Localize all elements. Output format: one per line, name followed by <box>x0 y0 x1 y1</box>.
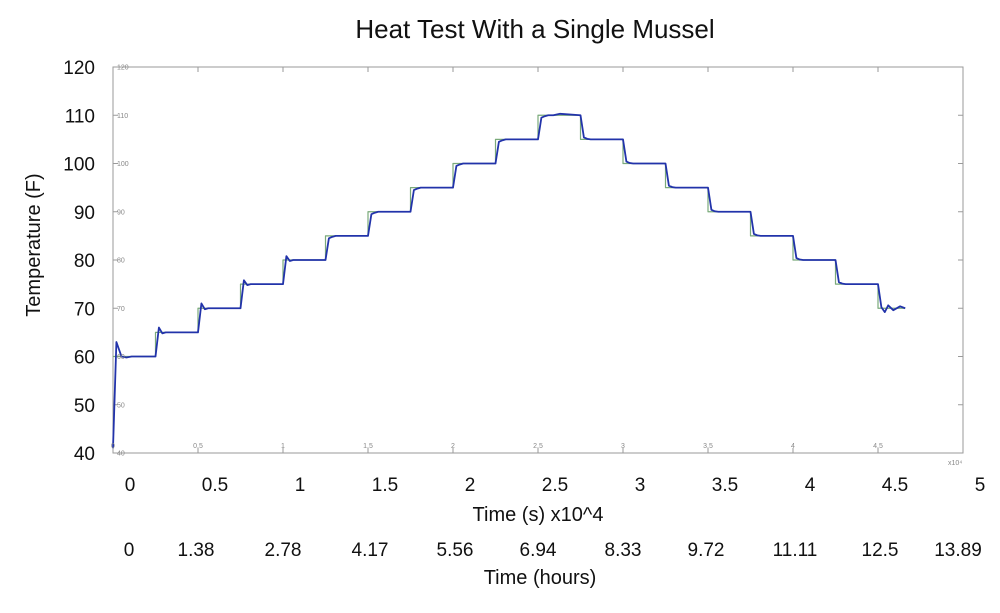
y-tick-label: 80 <box>74 251 95 272</box>
x-tick-label-hours: 12.5 <box>862 540 899 561</box>
measured-temperature-line <box>112 112 906 449</box>
x-tick-label: 2 <box>465 475 476 496</box>
x-tick-label-hours: 9.72 <box>688 540 725 561</box>
x-tick-label: 4 <box>805 475 816 496</box>
x-tick-label-inner: 2 <box>451 443 455 450</box>
x-tick-label: 3 <box>635 475 646 496</box>
y-tick-label-inner: 60 <box>117 354 125 361</box>
x-tick-label: 3.5 <box>712 475 738 496</box>
y-tick-label: 60 <box>74 348 95 369</box>
x-axis-label-hours: Time (hours) <box>484 567 597 589</box>
y-tick-label-inner: 70 <box>117 306 125 313</box>
y-tick-label-inner: 110 <box>117 113 128 120</box>
x-tick-label: 2.5 <box>542 475 568 496</box>
y-tick-label: 90 <box>74 203 95 224</box>
x-tick-label-hours: 6.94 <box>520 540 557 561</box>
y-tick-label-inner: 120 <box>117 65 129 72</box>
x-tick-label-hours: 5.56 <box>437 540 474 561</box>
x-tick-label-inner: 3 <box>621 443 625 450</box>
y-tick-label-inner: 50 <box>117 402 125 409</box>
x-tick-label-inner: 4 <box>791 443 795 450</box>
y-tick-label: 50 <box>74 396 95 417</box>
y-tick-label: 120 <box>63 58 95 79</box>
y-tick-label: 40 <box>74 444 95 465</box>
x-tick-label: 0 <box>125 475 136 496</box>
y-tick-label: 110 <box>65 106 95 127</box>
x-tick-label: 4.5 <box>882 475 908 496</box>
chart-title: Heat Test With a Single Mussel <box>355 14 714 44</box>
x-tick-label-inner: 0.5 <box>193 443 203 450</box>
y-tick-label-inner: 90 <box>117 209 125 216</box>
x-tick-label-hours: 2.78 <box>265 540 302 561</box>
x-tick-label-hours: 11.11 <box>773 540 818 561</box>
x-tick-label: 0.5 <box>202 475 228 496</box>
x-tick-label-hours: 13.89 <box>934 540 982 561</box>
y-tick-label-inner: 100 <box>117 161 129 168</box>
x-tick-label-hours: 4.17 <box>352 540 389 561</box>
x-tick-label-hours: 1.38 <box>178 540 215 561</box>
y-tick-label-inner: 40 <box>117 451 125 458</box>
x-tick-label-inner: 1 <box>281 443 285 450</box>
x-tick-label: 1 <box>295 475 306 496</box>
x-axis-label: Time (s) x10^4 <box>473 504 604 526</box>
x-tick-label: 1.5 <box>372 475 398 496</box>
x-tick-label-inner: 3.5 <box>703 443 713 450</box>
x-tick-label-inner: 4.5 <box>873 443 883 450</box>
y-axis-label: Temperature (F) <box>23 173 45 316</box>
exponent-label: x10⁴ <box>948 460 962 467</box>
y-tick-label: 100 <box>63 155 95 176</box>
x-tick-label-inner: 1.5 <box>363 443 373 450</box>
y-tick-label-inner: 80 <box>117 258 125 265</box>
x-tick-label: 5 <box>975 475 986 496</box>
y-tick-label: 70 <box>74 299 95 320</box>
series-layer <box>112 112 906 449</box>
x-tick-label-inner: 0 <box>111 443 115 450</box>
x-tick-label-inner: 2.5 <box>533 443 543 450</box>
ticks-layer <box>112 66 964 454</box>
x-tick-label-hours: 8.33 <box>605 540 642 561</box>
x-tick-label-hours: 0 <box>124 540 135 561</box>
